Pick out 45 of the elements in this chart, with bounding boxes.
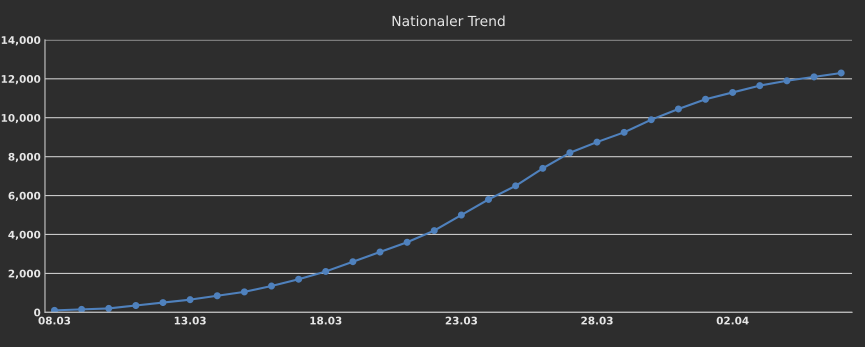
point — [729, 88, 736, 96]
point — [240, 288, 248, 296]
point — [295, 276, 302, 283]
point — [322, 268, 330, 275]
y-tick-label: 14,000 — [2, 36, 40, 46]
point — [458, 212, 465, 218]
point — [648, 116, 655, 124]
y-tick-label: 2,000 — [8, 270, 40, 279]
point — [620, 128, 628, 136]
point — [702, 96, 710, 103]
y-tick-label: 10,000 — [2, 114, 40, 124]
point — [349, 258, 356, 266]
point — [810, 73, 818, 80]
y-tick-label: 8,000 — [8, 152, 40, 162]
point — [594, 138, 600, 146]
point — [838, 70, 845, 76]
point — [783, 77, 790, 84]
x-tick-label: 23.03 — [446, 316, 478, 325]
x-tick-label: 08.03 — [38, 316, 70, 325]
point — [132, 302, 140, 309]
point — [268, 282, 275, 290]
point — [756, 82, 764, 90]
point — [539, 164, 546, 172]
point — [160, 299, 166, 306]
x-tick-label: 02.04 — [716, 316, 749, 325]
y-tick-label: 4,000 — [8, 230, 40, 240]
chart-title: Nationaler Trend — [392, 15, 505, 26]
x-tick-label: 13.03 — [174, 316, 206, 325]
y-tick-label: 12,000 — [2, 75, 40, 84]
point — [105, 304, 112, 312]
point — [186, 296, 194, 304]
point — [512, 182, 520, 190]
y-tick-label: 6,000 — [8, 192, 40, 201]
point — [430, 227, 438, 234]
point — [78, 306, 86, 312]
y-tick-label: 0 — [34, 308, 40, 316]
point — [51, 306, 58, 312]
x-tick-label: 28.03 — [581, 316, 613, 325]
point — [214, 292, 221, 300]
point — [485, 196, 492, 203]
point — [404, 238, 411, 246]
point — [674, 106, 682, 112]
point — [376, 248, 384, 256]
x-tick-label: 18.03 — [310, 316, 342, 325]
point — [566, 149, 574, 156]
